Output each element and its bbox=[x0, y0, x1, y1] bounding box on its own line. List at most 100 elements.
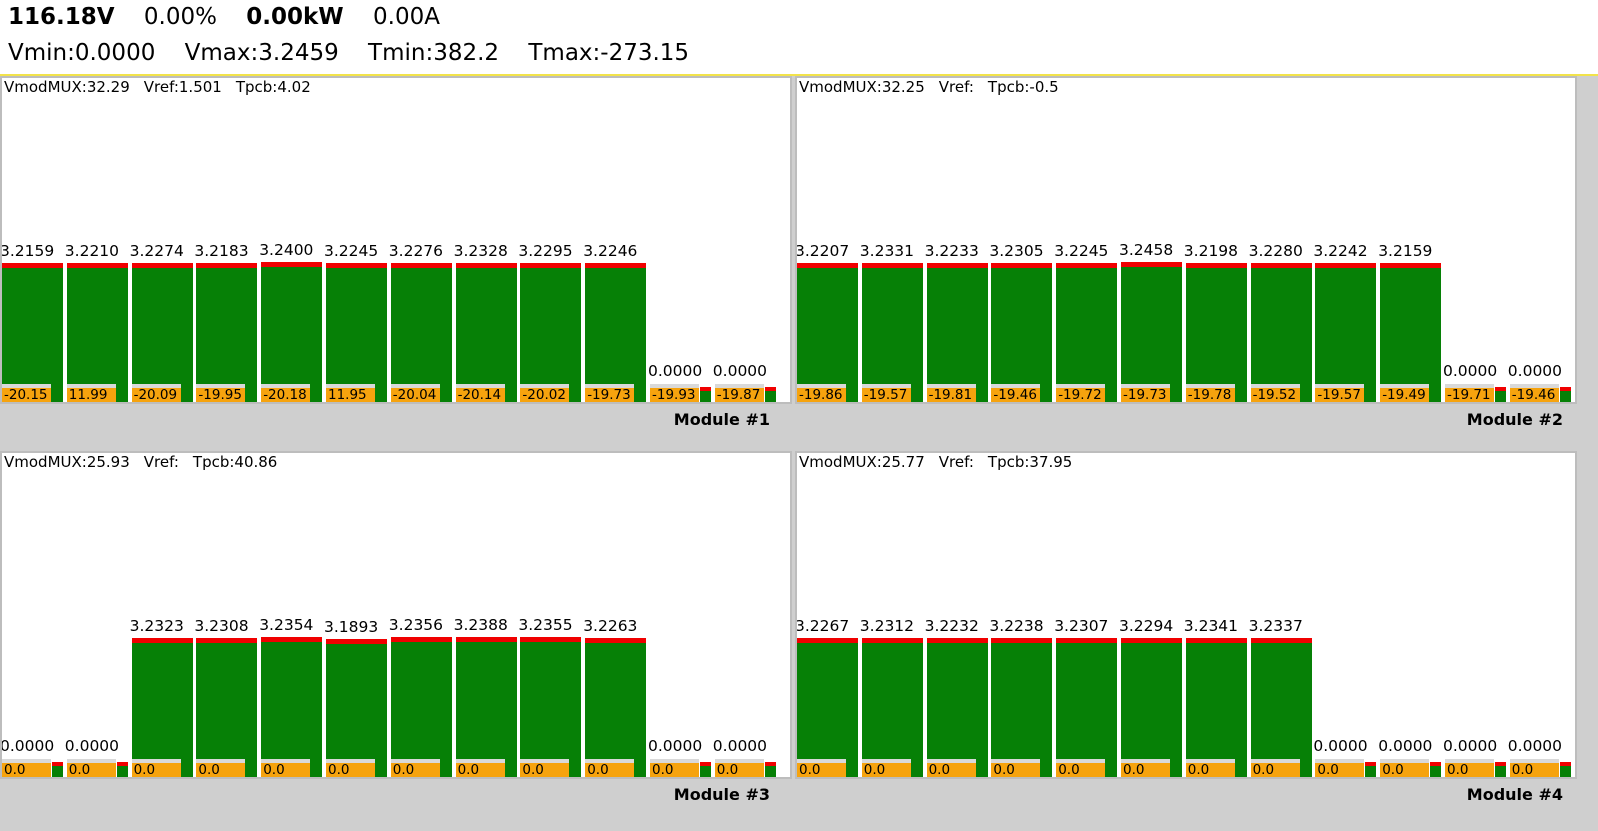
cell-voltage-label: 3.1893 bbox=[324, 618, 379, 637]
cell-voltage-bar bbox=[326, 639, 387, 777]
cell-temperature-label: -20.04 bbox=[392, 387, 437, 403]
cell-column: 0.0 3.2238 bbox=[989, 477, 1053, 778]
cell-empty-indicator bbox=[52, 762, 63, 777]
cell-column: -19.73 3.2246 bbox=[583, 102, 647, 402]
cell-voltage-bar bbox=[1185, 263, 1247, 402]
cell-temperature-label: 0.0 bbox=[993, 762, 1015, 778]
cell-temperature-label: 0.0 bbox=[863, 762, 886, 778]
cell-voltage-label: 3.2267 bbox=[795, 616, 850, 635]
cell-temperature-strip: -20.02 bbox=[520, 384, 570, 402]
cell-temperature-label: -19.52 bbox=[1252, 387, 1297, 403]
cell-voltage-bar bbox=[261, 637, 323, 777]
cell-temperature-label: -19.93 bbox=[652, 387, 696, 403]
cell-voltage-label: 3.2400 bbox=[259, 241, 314, 260]
cell-temperature-strip: 0.0 bbox=[2, 759, 51, 777]
cell-temperature-strip: 0.0 bbox=[650, 759, 699, 777]
cell-column: -19.71 0.0000 bbox=[1443, 102, 1506, 402]
cell-voltage-bar bbox=[520, 262, 582, 402]
cell-temperature-strip: 0.0 bbox=[1185, 759, 1235, 777]
module-info-line: VmodMUX:32.29 Vref:1.501 Tpcb:4.02 bbox=[4, 78, 325, 96]
cell-voltage-label: 3.2245 bbox=[1054, 241, 1109, 260]
cell-voltage-label: 3.2238 bbox=[989, 616, 1044, 635]
module-panel: VmodMUX:25.77 Vref: Tpcb:37.95 0.0 3.2267 0.0… bbox=[795, 451, 1587, 828]
cell-temperature-label: 0.0 bbox=[328, 762, 350, 778]
cell-column: 0.0 0.0000 bbox=[1507, 477, 1571, 777]
cell-temperature-strip: 0.0 bbox=[926, 759, 976, 777]
cell-voltage-label: 3.2233 bbox=[924, 241, 979, 260]
cell-temperature-strip: -19.72 bbox=[1056, 384, 1106, 402]
cell-temperature-label: 0.0 bbox=[522, 762, 544, 778]
cell-temperature-label: -19.78 bbox=[1187, 387, 1232, 403]
cell-voltage-label: 3.2354 bbox=[259, 616, 314, 635]
cell-temperature-label: -19.73 bbox=[1123, 387, 1167, 403]
cell-temperature-label: -19.57 bbox=[1317, 387, 1361, 403]
cell-temperature-label: 11.95 bbox=[328, 387, 367, 403]
cell-voltage-label: 0.0000 bbox=[712, 737, 768, 755]
cell-empty-indicator bbox=[1559, 387, 1571, 402]
cell-voltage-label: 3.2263 bbox=[583, 616, 638, 635]
cell-empty-indicator bbox=[764, 762, 776, 777]
cell-temperature-strip: -19.57 bbox=[861, 384, 911, 402]
cell-voltage-label: 0.0000 bbox=[1507, 362, 1563, 380]
cell-voltage-bar bbox=[797, 637, 858, 777]
cell-voltage-label: 3.2341 bbox=[1183, 616, 1239, 635]
cell-voltage-label: 3.2198 bbox=[1183, 242, 1239, 261]
cell-temperature-label: 0.0 bbox=[133, 762, 156, 778]
cell-column: 0.0 3.2341 bbox=[1183, 477, 1247, 777]
cell-empty-indicator bbox=[1495, 387, 1506, 402]
cell-voltage-label: 3.2308 bbox=[194, 616, 249, 635]
cell-column: -20.14 3.2328 bbox=[454, 102, 517, 402]
cell-voltage-bar bbox=[1121, 637, 1182, 777]
cell-column: 0.0 0.0000 bbox=[648, 477, 711, 777]
tpcb-readout: Tpcb:40.86 bbox=[192, 453, 278, 471]
status-header: 116.18V 0.00% 0.00kW 0.00A Vmin:0.0000 V… bbox=[0, 0, 1598, 75]
vref-readout: Vref:1.501 bbox=[143, 78, 222, 96]
cell-voltage-bar bbox=[585, 637, 647, 777]
cell-column: 0.0 3.2267 bbox=[797, 477, 858, 777]
cell-empty-indicator bbox=[1495, 762, 1506, 777]
cell-voltage-bar bbox=[1250, 262, 1312, 402]
cell-temperature-strip: 0.0 bbox=[861, 759, 911, 778]
cell-voltage-label: 3.2232 bbox=[924, 616, 979, 635]
cell-temperature-strip: -19.78 bbox=[1185, 384, 1235, 403]
cell-temperature-strip: -19.87 bbox=[714, 384, 764, 403]
module-info-line: VmodMUX:25.93 Vref: Tpcb:40.86 bbox=[4, 453, 291, 471]
cell-column: -19.46 3.2305 bbox=[989, 102, 1053, 403]
cell-temperature-strip: -19.93 bbox=[650, 384, 699, 402]
cell-voltage-bar bbox=[1380, 263, 1442, 402]
cell-temperature-label: 0.0 bbox=[457, 762, 480, 778]
cell-temperature-strip: 0.0 bbox=[1445, 759, 1494, 777]
cell-voltage-label: 0.0000 bbox=[1507, 737, 1563, 755]
state-of-charge: 0.00% bbox=[143, 4, 217, 30]
cell-temperature-label: -19.87 bbox=[716, 387, 761, 403]
cell-column: 0.0 0.0000 bbox=[712, 477, 776, 777]
cell-voltage-bar bbox=[326, 262, 387, 402]
cell-voltage-label: 3.2274 bbox=[129, 241, 184, 260]
cell-column: 0.0 3.2354 bbox=[259, 477, 323, 777]
pack-summary-line: 116.18V 0.00% 0.00kW 0.00A bbox=[8, 4, 462, 30]
cell-temperature-strip: 0.0 bbox=[326, 759, 375, 777]
cell-voltage-bar bbox=[926, 637, 988, 777]
cell-voltage-label: 0.0000 bbox=[648, 737, 703, 755]
cell-column: 0.0 3.1893 bbox=[324, 477, 387, 777]
cell-voltage-bar bbox=[1315, 262, 1377, 402]
vmodmux-readout: VmodMUX:32.29 bbox=[4, 78, 130, 96]
cell-column: -19.46 0.0000 bbox=[1507, 102, 1571, 402]
module-chart-frame: VmodMUX:25.77 Vref: Tpcb:37.95 0.0 3.2267 0.0… bbox=[795, 451, 1577, 779]
cell-column: 0.0 3.2232 bbox=[924, 477, 988, 777]
cell-temperature-label: 0.0 bbox=[587, 762, 609, 778]
cell-voltage-bar bbox=[455, 637, 517, 777]
cell-temperature-label: -19.46 bbox=[993, 387, 1037, 403]
cell-voltage-bar bbox=[131, 637, 193, 777]
module-info-line: VmodMUX:32.25 Vref: Tpcb:-0.5 bbox=[799, 78, 1073, 96]
cell-temperature-label: 0.0 bbox=[198, 762, 220, 778]
cell-column: -20.15 3.2159 bbox=[2, 102, 63, 402]
modules-grid: VmodMUX:32.29 Vref:1.501 Tpcb:4.02 -20.15 3.… bbox=[0, 76, 1598, 831]
cell-temperature-label: 0.0 bbox=[1123, 762, 1145, 778]
cell-bars: 0.0 0.0000 0.0 0.0000 0.0 3.2323 0.0 3.2308 0.0 3… bbox=[2, 453, 790, 777]
cell-temperature-strip: 11.95 bbox=[326, 384, 375, 402]
module-panel: VmodMUX:32.29 Vref:1.501 Tpcb:4.02 -20.15 3.… bbox=[0, 76, 792, 453]
cell-temperature-strip: -19.81 bbox=[926, 384, 976, 402]
cell-bars: -19.86 3.2207 -19.57 3.2331 -19.81 3.2233 -19.… bbox=[797, 78, 1575, 402]
cell-temperature-label: 0.0 bbox=[1447, 762, 1469, 778]
